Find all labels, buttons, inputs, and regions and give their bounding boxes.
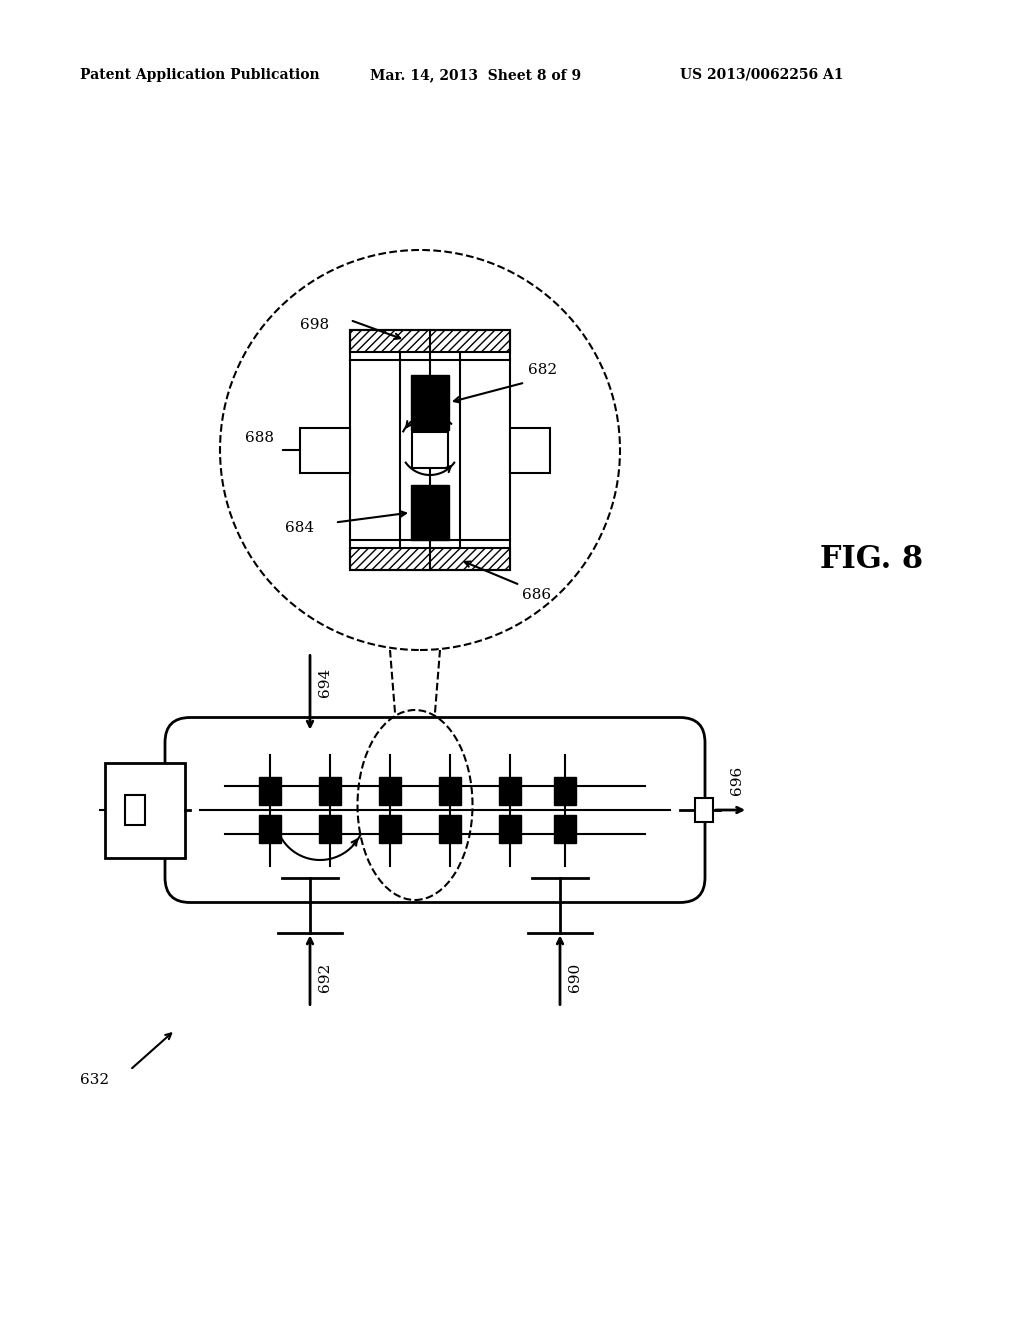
Text: 698: 698 (300, 318, 329, 333)
Bar (499, 777, 521, 805)
Text: 690: 690 (568, 962, 582, 993)
Text: 686: 686 (522, 587, 551, 602)
FancyBboxPatch shape (165, 718, 705, 903)
Text: 688: 688 (245, 432, 274, 445)
Text: 694: 694 (318, 668, 332, 697)
Bar (379, 814, 401, 843)
Text: 692: 692 (318, 962, 332, 993)
Bar (350, 330, 510, 570)
Bar (499, 814, 521, 843)
Bar (350, 548, 510, 570)
Circle shape (220, 249, 620, 649)
Text: 684: 684 (285, 520, 314, 535)
Text: Mar. 14, 2013  Sheet 8 of 9: Mar. 14, 2013 Sheet 8 of 9 (370, 69, 582, 82)
Text: US 2013/0062256 A1: US 2013/0062256 A1 (680, 69, 844, 82)
Bar (300, 428, 350, 473)
Bar (319, 777, 341, 805)
Bar (350, 330, 510, 352)
Bar (510, 428, 550, 473)
Bar (379, 777, 401, 805)
Bar (439, 777, 461, 805)
Bar (411, 484, 449, 540)
Bar (125, 795, 145, 825)
Bar (412, 432, 449, 469)
Bar (554, 777, 575, 805)
Bar (319, 814, 341, 843)
Bar (411, 375, 449, 430)
Text: Patent Application Publication: Patent Application Publication (80, 69, 319, 82)
Bar (259, 814, 281, 843)
Text: 696: 696 (730, 766, 744, 795)
Bar (554, 814, 575, 843)
Text: 682: 682 (528, 363, 557, 378)
Text: FIG. 8: FIG. 8 (820, 544, 923, 576)
Bar (259, 777, 281, 805)
Text: 632: 632 (80, 1073, 110, 1086)
Bar (105, 763, 185, 858)
Bar (695, 799, 713, 822)
Bar (439, 814, 461, 843)
